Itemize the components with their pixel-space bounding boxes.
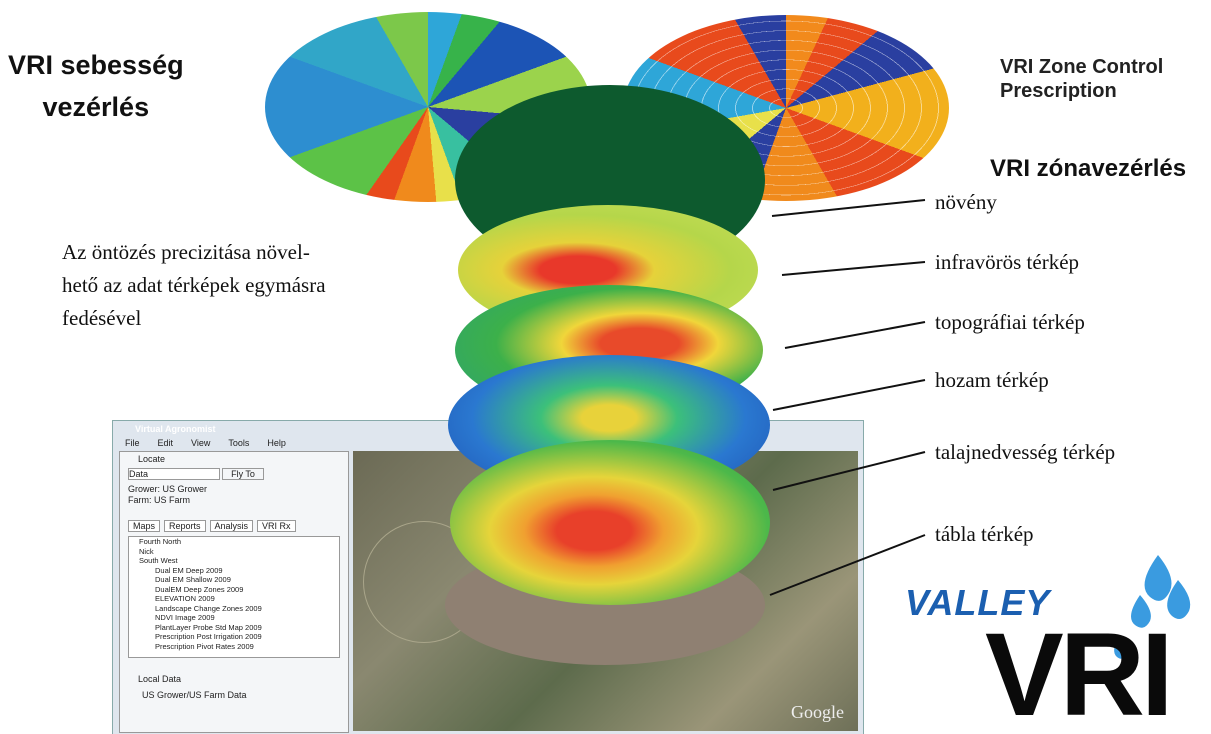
valley-logo: VALLEY [905, 582, 1051, 623]
left-panel: Locate Data Fly To Grower: US Grower Far… [119, 451, 349, 733]
tree-item: Prescription Post Irrigation 2009 [155, 632, 262, 641]
tree-item: DualEM Deep Zones 2009 [155, 584, 244, 594]
drop [1131, 595, 1151, 628]
heading-line: VRI Zone Control [1000, 56, 1164, 78]
heading-line: Prescription [1000, 80, 1117, 102]
menu-item[interactable]: Edit [157, 438, 174, 448]
speed-heading: VRI sebesség vezérlés [8, 44, 184, 128]
panel-title: Locate [138, 454, 166, 464]
zone-heading: VRI zónavezérlés [990, 155, 1187, 182]
layer-label: növény [935, 190, 997, 214]
drop [1144, 555, 1172, 601]
leader-line [781, 261, 926, 276]
local-item: US Grower/US Farm Data [142, 690, 247, 700]
map-brand: Google [791, 702, 844, 722]
menu-item[interactable]: Tools [228, 438, 250, 448]
layer-label: tábla térkép [935, 522, 1034, 546]
layer-label: topográfiai térkép [935, 310, 1085, 334]
layer-label: infravörös térkép [935, 250, 1080, 274]
drop [1167, 580, 1191, 620]
menu-item[interactable]: Help [267, 438, 286, 448]
layer-label: talajnedvesség térkép [935, 440, 1116, 464]
leader-line [771, 199, 926, 217]
soil-moisture-layer [450, 440, 770, 605]
description: Az öntözés precizitása növel-hető az ada… [62, 236, 326, 335]
tab[interactable]: Maps [128, 520, 161, 532]
farm: Farm: US Farm [128, 495, 190, 505]
grower: Grower: US Grower [128, 484, 208, 494]
search-field: Data [128, 468, 220, 480]
prescription-heading: VRI Zone Control Prescription [1000, 55, 1163, 103]
tree-item: ELEVATION 2009 [155, 594, 215, 603]
app-title: Virtual Agronomist [135, 424, 216, 434]
description-line: hető az adat térképek egymásra [62, 273, 326, 297]
tree-item: South West [139, 556, 178, 565]
heading-line: vezérlés [42, 92, 150, 122]
heading-line: VRI sebesség [8, 50, 184, 80]
menu-item[interactable]: View [191, 438, 211, 448]
tree-item: Prescription Pivot Rates 2009 [155, 641, 254, 651]
fly-to-button[interactable]: Fly To [222, 468, 264, 480]
tab[interactable]: Analysis [209, 520, 254, 532]
menu-item[interactable]: File [125, 438, 140, 448]
layer-label: hozam térkép [935, 368, 1049, 392]
tree-item: Nick [139, 546, 154, 556]
description-line: Az öntözés precizitása növel- [62, 240, 310, 264]
local-title: Local Data [138, 674, 182, 684]
tree-item: NDVI Image 2009 [155, 613, 215, 622]
tab[interactable]: VRI Rx [257, 520, 296, 532]
tree-item: Fourth North [139, 537, 182, 546]
tree-item: Dual EM Shallow 2009 [155, 575, 231, 584]
tab[interactable]: Reports [164, 520, 206, 532]
vri-drops [1114, 555, 1191, 659]
leader-line [784, 321, 926, 349]
drop [1114, 635, 1129, 659]
description-line: fedésével [62, 306, 142, 330]
leader-line [772, 451, 926, 491]
tree: Fourth North Nick South West Dual EM Deep 2… [128, 536, 340, 658]
vri-logo: VRI [985, 609, 1174, 734]
tabs: Maps Reports Analysis VRI Rx [128, 520, 296, 532]
tree-item: PlantLayer Probe Std Map 2009 [155, 622, 262, 632]
tree-item: Landscape Change Zones 2009 [155, 603, 262, 613]
leader-line [772, 379, 926, 411]
tree-item: Dual EM Deep 2009 [155, 565, 223, 575]
leader-line [769, 534, 926, 596]
menu-bar: File Edit View Tools Help [125, 438, 286, 448]
